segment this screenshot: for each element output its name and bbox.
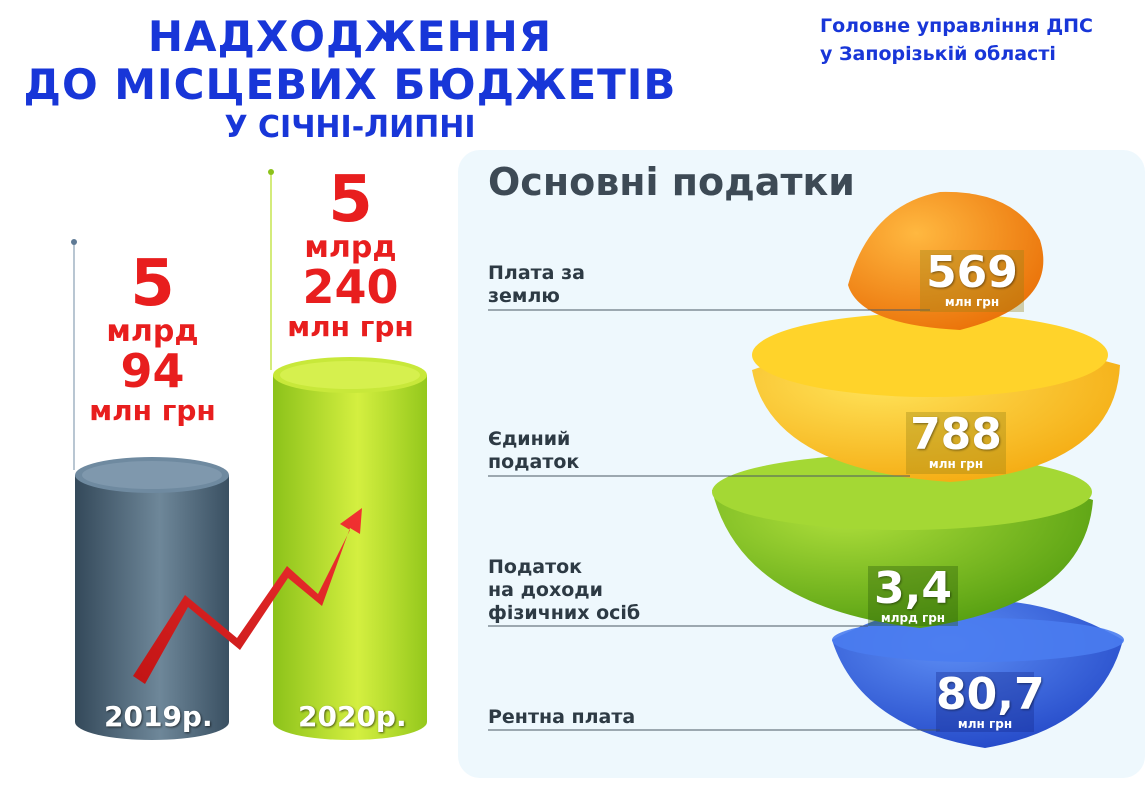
value-rent: 80,7 (936, 669, 1045, 720)
value-box-pdfo: 3,4 млрд грн (868, 566, 958, 626)
tax-label-pdfo-line-2: на доходи (488, 579, 603, 601)
tax-label-rent-line-1: Рентна плата (488, 706, 636, 728)
tax-label-land: Плата за землю (488, 262, 585, 308)
value-pdfo: 3,4 (874, 563, 952, 614)
value-box-rent: 80,7 млн грн (936, 669, 1045, 732)
tax-label-land-line-1: Плата за (488, 262, 585, 284)
value-box-land: 569 млн грн (920, 250, 1024, 312)
value-single: 788 (910, 409, 1002, 460)
bar-2019 (75, 457, 229, 740)
value-box-single: 788 млн грн (906, 412, 1006, 474)
tax-label-pdfo-line-3: фізичних осіб (488, 602, 641, 624)
unit-single: млн грн (928, 457, 984, 471)
value-2020-unit-million: млн грн (287, 310, 414, 343)
panel-title: Основні податки (488, 160, 855, 204)
agency-line-1: Головне управління ДПС (820, 15, 1094, 37)
value-2019-unit-billion: млрд (106, 314, 199, 349)
tax-label-single-line-2: податок (488, 451, 580, 473)
title-line-1: НАДХОДЖЕННЯ (147, 12, 553, 61)
growth-arrow (133, 508, 362, 684)
pin-dot-2020 (268, 169, 274, 175)
tax-label-single: Єдиний податок (488, 428, 579, 474)
tax-label-rent: Рентна плата (488, 706, 635, 729)
tax-label-single-line-1: Єдиний (488, 428, 571, 450)
value-land: 569 (926, 247, 1018, 298)
agency-line-2: у Запорізькій області (820, 43, 1056, 65)
value-2019-billions: 5 (130, 247, 175, 321)
tax-label-pdfo: Податок на доходи фізичних осіб (488, 556, 640, 625)
value-2019-unit-million: млн грн (89, 394, 216, 427)
category-label-2020: 2020р. (298, 700, 407, 733)
value-2020-millions: 240 (302, 260, 399, 314)
agency-name: Головне управління ДПС у Запорізькій обл… (820, 12, 1093, 68)
category-label-2019: 2019р. (104, 700, 213, 733)
unit-land: млн грн (944, 295, 1000, 309)
title-line-3: У СІЧНІ-ЛИПНІ (224, 110, 476, 145)
bar-2020 (273, 357, 427, 740)
value-2019-millions: 94 (120, 344, 185, 398)
value-2020-billions: 5 (328, 163, 373, 237)
value-label-2020: 5 млрд 240 млн грн (268, 168, 433, 344)
unit-rent: млн грн (957, 717, 1013, 731)
layer-blue-rent (832, 600, 1124, 748)
value-2020-unit-billion: млрд (304, 230, 397, 265)
value-label-2019: 5 млрд 94 млн грн (75, 252, 230, 428)
layer-yellow-single-tax (752, 313, 1120, 482)
pin-dot-2019 (71, 239, 77, 245)
layer-orange-land (848, 191, 1044, 330)
title-line-2: ДО МІСЦЕВИХ БЮДЖЕТІВ (23, 60, 677, 109)
unit-pdfo: млрд грн (880, 611, 946, 625)
tax-label-pdfo-line-1: Податок (488, 556, 583, 578)
tax-label-land-line-2: землю (488, 285, 560, 307)
